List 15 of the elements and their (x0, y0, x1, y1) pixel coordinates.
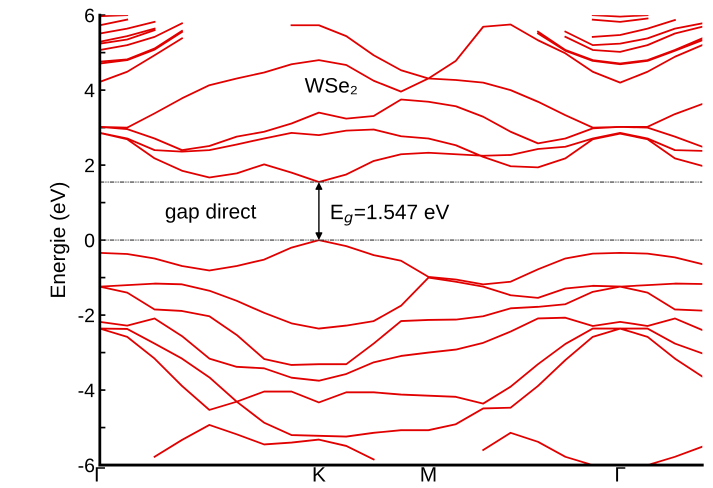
annotation: gap direct (166, 203, 256, 223)
y-tick-label: -6 (78, 458, 94, 472)
y-tick-label: 2 (85, 158, 94, 172)
annotation: WSe₂ (304, 78, 357, 94)
x-tick-label: K (314, 467, 326, 482)
x-tick-label: Γ (96, 467, 105, 482)
y-tick-label: -2 (78, 308, 94, 322)
y-axis-title: Energie (eV) (50, 182, 70, 297)
x-tick-label: Γ (616, 467, 626, 482)
y-tick-label: 0 (84, 234, 94, 248)
y-tick-label: 4 (84, 84, 94, 98)
annotation: E$_{g}$=1.547 eV (332, 204, 450, 226)
y-tick-label: 6 (85, 8, 94, 22)
x-tick-label: M (421, 467, 436, 482)
y-tick-label: -4 (78, 384, 94, 398)
